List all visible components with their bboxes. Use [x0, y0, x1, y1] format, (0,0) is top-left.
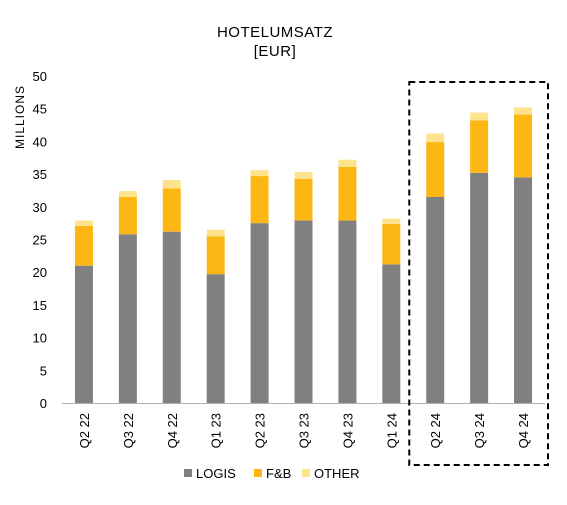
- bar-logis-2: [162, 231, 181, 403]
- y-axis-label: MILLIONS: [13, 85, 27, 149]
- bar-fb-10: [514, 114, 533, 178]
- highlight-box: [408, 81, 550, 466]
- y-tick-label: 5: [40, 363, 47, 378]
- y-tick-label: 15: [33, 298, 47, 313]
- bar-fb-5: [294, 178, 313, 221]
- bar-logis-4: [250, 223, 269, 403]
- bar-fb-0: [74, 225, 93, 266]
- legend: LOGIS F&B OTHER: [184, 466, 360, 481]
- x-tick-label: Q4 23: [340, 413, 355, 448]
- x-tick-label: Q4 24: [516, 413, 531, 448]
- bar-other-4: [250, 170, 269, 177]
- y-tick-label: 30: [33, 200, 47, 215]
- bar-fb-6: [338, 166, 357, 221]
- legend-swatch-logis: [184, 469, 192, 477]
- bar-logis-6: [338, 220, 357, 403]
- x-tick-label: Q1 23: [209, 413, 224, 448]
- bar-other-9: [470, 112, 489, 121]
- x-tick-label: Q2 24: [428, 413, 443, 448]
- bar-logis-7: [382, 264, 401, 403]
- x-tick-label: Q2 22: [77, 413, 92, 448]
- legend-label: OTHER: [314, 466, 360, 481]
- y-axis-ticks: 0 5 10 15 20 25 30 35 40 45 50: [33, 69, 47, 411]
- bar-other-0: [74, 220, 93, 226]
- y-tick-label: 50: [33, 69, 47, 84]
- bar-fb-3: [206, 236, 225, 275]
- legend-label: LOGIS: [196, 466, 236, 481]
- bar-logis-8: [426, 196, 445, 403]
- y-tick-label: 35: [33, 167, 47, 182]
- legend-swatch-other: [302, 469, 310, 477]
- y-tick-label: 25: [33, 233, 47, 248]
- bar-other-2: [162, 179, 181, 189]
- bar-other-8: [426, 133, 445, 143]
- bar-logis-5: [294, 220, 313, 403]
- y-tick-label: 45: [33, 102, 47, 117]
- bars-group: [74, 107, 533, 403]
- bar-fb-9: [470, 120, 489, 173]
- x-tick-label: Q3 22: [121, 413, 136, 448]
- bar-logis-1: [118, 234, 137, 403]
- bar-fb-8: [426, 142, 445, 197]
- x-tick-label: Q3 24: [472, 413, 487, 448]
- bar-fb-2: [162, 188, 181, 232]
- bar-other-7: [382, 218, 401, 224]
- legend-swatch-fb: [254, 469, 262, 477]
- y-tick-label: 20: [33, 265, 47, 280]
- x-axis-ticks: Q2 22 Q3 22 Q4 22 Q1 23 Q2 23 Q3 23 Q4 23 Q1 24…: [77, 413, 531, 448]
- bar-fb-1: [118, 196, 137, 235]
- x-tick-label: Q4 22: [165, 413, 180, 448]
- bar-fb-7: [382, 223, 401, 265]
- bar-other-5: [294, 172, 313, 179]
- bar-logis-0: [74, 265, 93, 403]
- chart-subtitle: [EUR]: [254, 43, 297, 60]
- bar-fb-4: [250, 176, 269, 224]
- x-tick-label: Q2 23: [253, 413, 268, 448]
- bar-logis-10: [514, 177, 533, 403]
- x-tick-label: Q3 23: [297, 413, 312, 448]
- bar-other-3: [206, 229, 225, 237]
- chart-title: HOTELUMSATZ: [217, 24, 333, 41]
- y-tick-label: 40: [33, 134, 47, 149]
- bar-other-6: [338, 159, 357, 167]
- y-tick-label: 10: [33, 331, 47, 346]
- y-tick-label: 0: [40, 396, 47, 411]
- x-tick-label: Q1 24: [384, 413, 399, 448]
- bar-other-10: [514, 107, 533, 115]
- bar-logis-9: [470, 172, 489, 403]
- bar-logis-3: [206, 274, 225, 403]
- legend-label: F&B: [266, 466, 291, 481]
- bar-other-1: [118, 191, 137, 197]
